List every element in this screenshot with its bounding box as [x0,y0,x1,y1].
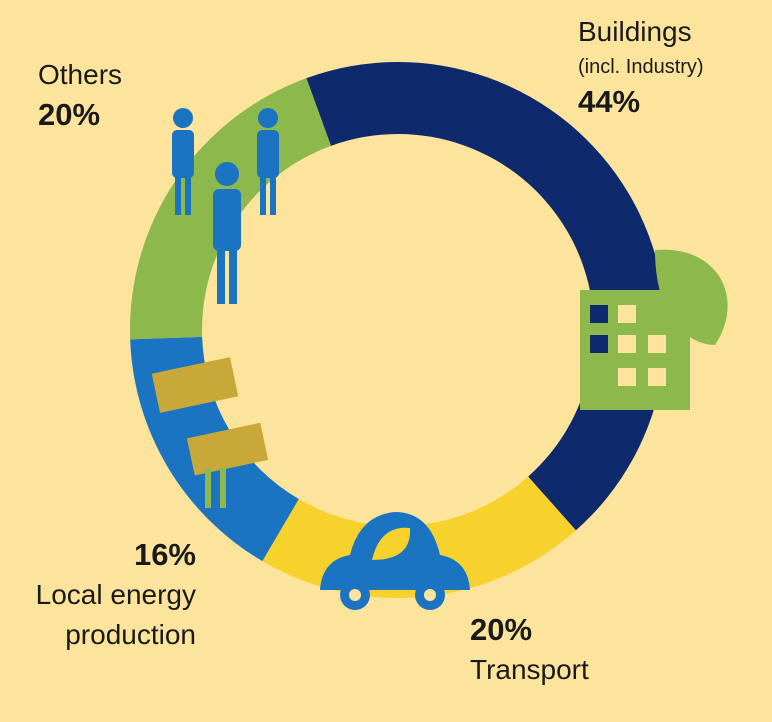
value-label: 16% [133,537,196,572]
value-label: 20% [38,97,101,132]
category-label: Local energy production [35,579,196,650]
solar-icon [151,357,269,508]
annotation: (incl. Industry) [578,56,704,78]
building-icon [580,249,728,410]
category-label: Others [38,59,123,90]
category-label: Buildings [578,16,692,47]
car-icon [320,512,470,610]
segment-label: 20% Transport [470,610,670,690]
value-label: 20% [470,612,533,647]
segment-label: Buildings (incl. Industry) 44% [578,12,768,122]
category-label: Transport [470,654,589,685]
segment-label: Others 20% [38,55,188,135]
value-label: 44% [578,84,641,119]
people-icon [172,108,279,304]
donut-segment [306,61,667,531]
segment-label: 16% Local energy production [0,535,196,655]
